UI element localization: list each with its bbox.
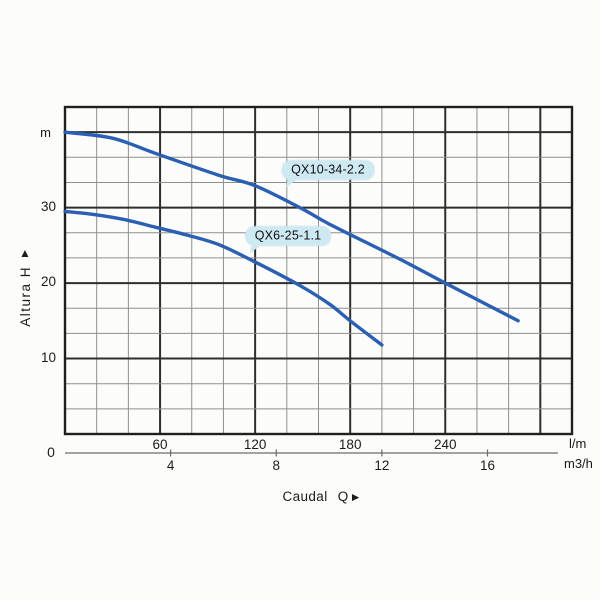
x-tick-label-lm-120: 120 [243, 437, 267, 452]
x-tick-label-lm-240: 240 [433, 437, 457, 452]
origin-tick-label: 0 [47, 444, 55, 460]
right-triangle-icon: ► [349, 490, 362, 504]
x-axis-title-text: Caudal Q [282, 489, 349, 504]
y-tick-label-10: 10 [40, 349, 56, 365]
x-tick-label-m3h-16: 16 [479, 458, 496, 473]
x-axis-unit-lm-label: l/m [569, 436, 587, 451]
y-tick-label-30: 30 [40, 198, 56, 214]
x-tick-label-m3h-4: 4 [166, 458, 175, 473]
x-axis-unit-m3h-label: m3/h [564, 456, 593, 471]
plot-border [63, 105, 574, 436]
x-tick-label-m3h-12: 12 [374, 458, 390, 473]
pump-curve-QX10-34-2.2 [63, 130, 520, 323]
x-tick-label-lm-180: 180 [338, 437, 362, 452]
y-axis-unit-label: m [40, 125, 51, 140]
y-axis-title: ▲ Altura H [12, 247, 38, 327]
pump-curve-QX6-25-1.1 [63, 209, 384, 347]
x-tick-label-m3h-8: 8 [272, 458, 280, 473]
y-tick-label-20: 20 [40, 274, 56, 290]
curve-label-qx10-34-2.2: QX10-34-2.2 [282, 160, 374, 180]
x-axis-title: Caudal Q► [242, 489, 402, 504]
up-triangle-icon: ▲ [19, 246, 31, 260]
curve-label-qx6-25-1.1: QX6-25-1.1 [245, 226, 331, 246]
x-tick-label-lm-60: 60 [152, 437, 168, 452]
